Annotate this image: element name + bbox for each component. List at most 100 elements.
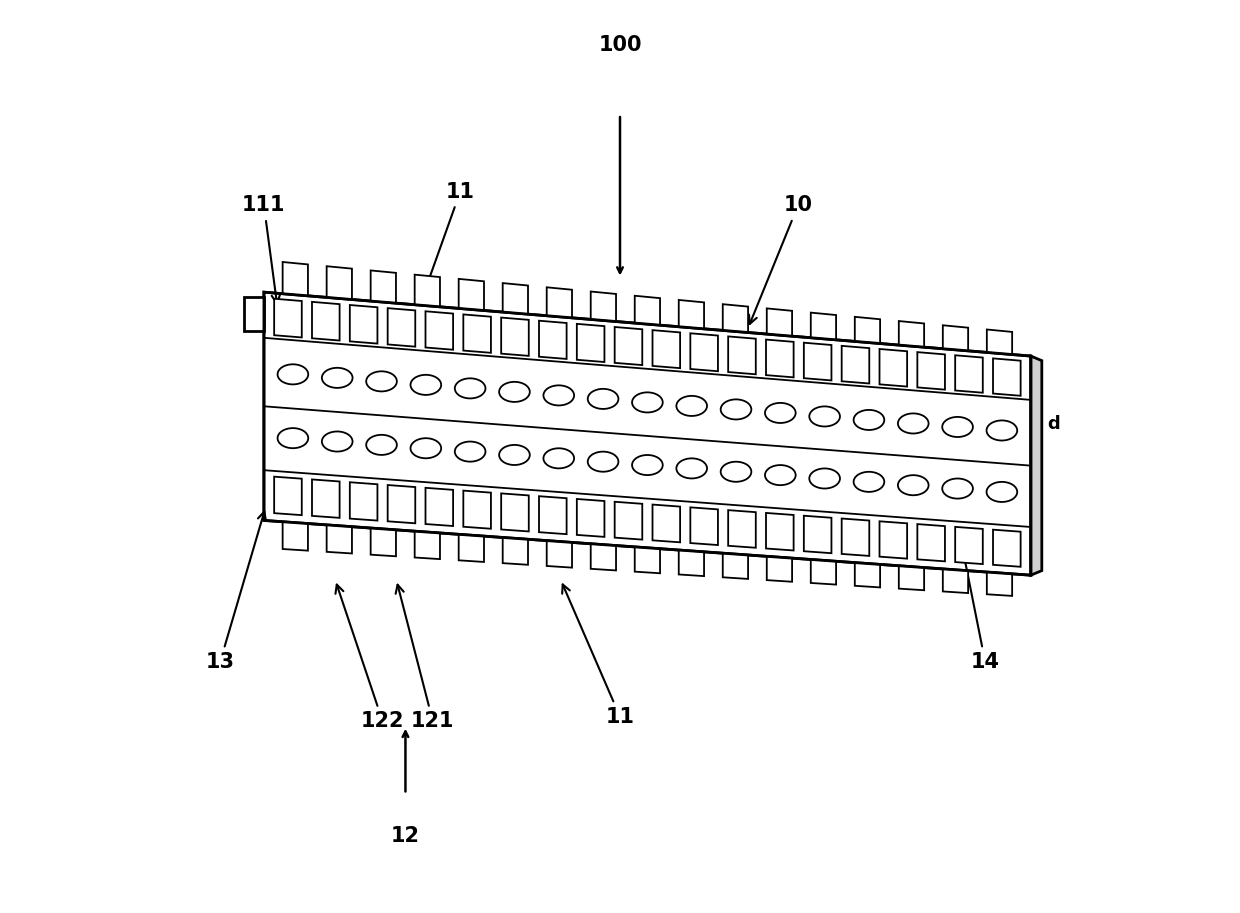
- Polygon shape: [464, 314, 491, 352]
- Ellipse shape: [720, 399, 751, 419]
- Polygon shape: [350, 305, 377, 343]
- Text: 121: 121: [396, 584, 455, 731]
- Polygon shape: [987, 572, 1012, 596]
- Ellipse shape: [278, 428, 309, 448]
- Ellipse shape: [322, 432, 352, 452]
- Text: 14: 14: [961, 552, 999, 672]
- Ellipse shape: [810, 406, 839, 426]
- Ellipse shape: [366, 435, 397, 455]
- Ellipse shape: [853, 410, 884, 430]
- Ellipse shape: [500, 445, 529, 465]
- Text: 10: 10: [749, 195, 812, 324]
- Polygon shape: [955, 355, 983, 393]
- Polygon shape: [312, 302, 340, 341]
- Polygon shape: [993, 359, 1021, 395]
- Polygon shape: [501, 318, 528, 356]
- Polygon shape: [264, 292, 1030, 575]
- Polygon shape: [678, 300, 704, 329]
- Polygon shape: [1030, 356, 1042, 575]
- Polygon shape: [804, 342, 832, 381]
- Ellipse shape: [898, 475, 929, 495]
- Polygon shape: [854, 317, 880, 343]
- Ellipse shape: [765, 403, 796, 423]
- Polygon shape: [766, 340, 794, 377]
- Polygon shape: [918, 352, 945, 390]
- Polygon shape: [577, 499, 604, 537]
- Text: 11: 11: [424, 182, 475, 289]
- Polygon shape: [899, 321, 924, 347]
- Polygon shape: [993, 530, 1021, 567]
- Polygon shape: [502, 538, 528, 565]
- Polygon shape: [804, 516, 832, 553]
- Polygon shape: [691, 508, 718, 545]
- Polygon shape: [766, 309, 792, 336]
- Ellipse shape: [765, 465, 796, 485]
- Ellipse shape: [543, 448, 574, 468]
- Polygon shape: [547, 288, 572, 318]
- Text: 12: 12: [391, 826, 420, 846]
- Polygon shape: [414, 531, 440, 559]
- Polygon shape: [766, 556, 792, 582]
- Polygon shape: [811, 560, 836, 584]
- Polygon shape: [577, 324, 604, 362]
- Polygon shape: [615, 327, 642, 365]
- Polygon shape: [590, 544, 616, 571]
- Ellipse shape: [455, 378, 486, 398]
- Ellipse shape: [455, 442, 486, 462]
- Polygon shape: [459, 534, 484, 561]
- Polygon shape: [987, 330, 1012, 354]
- Polygon shape: [326, 267, 352, 299]
- Polygon shape: [350, 482, 377, 520]
- Polygon shape: [274, 299, 301, 338]
- Ellipse shape: [987, 482, 1017, 502]
- Polygon shape: [425, 311, 453, 350]
- Polygon shape: [371, 270, 396, 303]
- Ellipse shape: [632, 393, 662, 413]
- Polygon shape: [274, 477, 301, 515]
- Polygon shape: [728, 336, 756, 374]
- Polygon shape: [312, 479, 340, 518]
- Ellipse shape: [322, 368, 352, 388]
- Ellipse shape: [588, 452, 619, 472]
- Polygon shape: [635, 547, 660, 573]
- Polygon shape: [842, 346, 869, 383]
- Polygon shape: [425, 488, 453, 526]
- Ellipse shape: [853, 472, 884, 492]
- Polygon shape: [371, 528, 396, 556]
- Polygon shape: [539, 320, 567, 359]
- Polygon shape: [326, 525, 352, 553]
- Polygon shape: [388, 485, 415, 523]
- Polygon shape: [539, 496, 567, 534]
- Polygon shape: [283, 521, 308, 551]
- Ellipse shape: [410, 375, 441, 395]
- Polygon shape: [652, 331, 680, 368]
- Polygon shape: [899, 566, 924, 590]
- Text: 13: 13: [206, 511, 265, 672]
- Polygon shape: [691, 333, 718, 372]
- Polygon shape: [842, 519, 869, 556]
- Ellipse shape: [278, 364, 309, 384]
- Text: 122: 122: [336, 584, 404, 731]
- Polygon shape: [388, 309, 415, 347]
- Ellipse shape: [676, 458, 707, 478]
- Polygon shape: [723, 304, 748, 332]
- Ellipse shape: [987, 420, 1017, 440]
- Text: 100: 100: [598, 35, 642, 55]
- Polygon shape: [652, 505, 680, 542]
- Ellipse shape: [543, 385, 574, 405]
- Polygon shape: [942, 569, 968, 593]
- Polygon shape: [464, 490, 491, 529]
- Text: 111: 111: [242, 195, 285, 303]
- Polygon shape: [459, 278, 484, 310]
- Polygon shape: [942, 325, 968, 351]
- Polygon shape: [918, 524, 945, 561]
- Ellipse shape: [632, 455, 662, 475]
- Polygon shape: [678, 550, 704, 576]
- Polygon shape: [879, 521, 908, 559]
- Polygon shape: [414, 275, 440, 307]
- Ellipse shape: [366, 372, 397, 392]
- Polygon shape: [590, 291, 616, 321]
- Polygon shape: [955, 527, 983, 564]
- Polygon shape: [615, 502, 642, 540]
- Polygon shape: [547, 540, 572, 568]
